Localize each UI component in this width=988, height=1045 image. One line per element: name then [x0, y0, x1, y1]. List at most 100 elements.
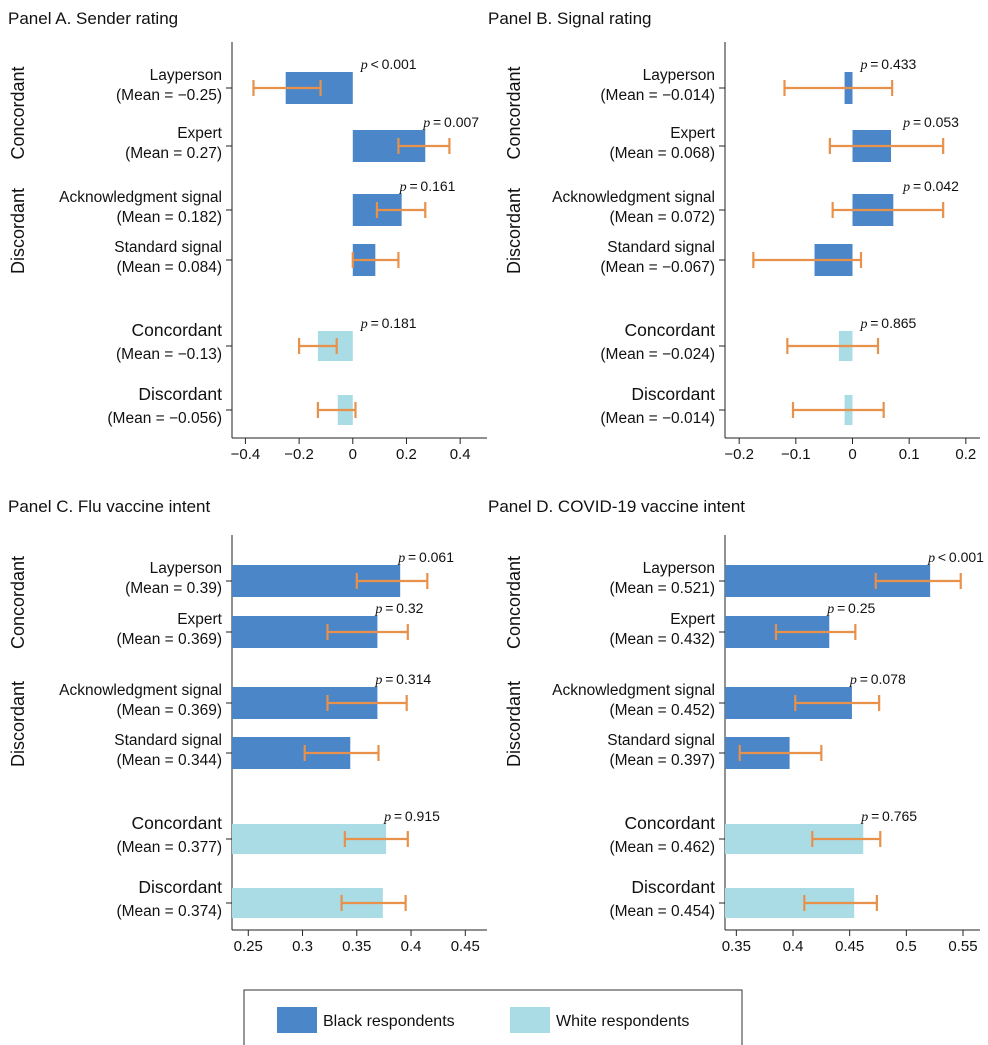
- p-value-label: p = 0.181: [360, 315, 417, 332]
- error-bar: [794, 695, 881, 711]
- panel-d: Panel D. COVID-19 vaccine intent Concorda…: [488, 497, 984, 955]
- row-label: Acknowledgment signal: [59, 682, 222, 699]
- row-mean-label: (Mean = −0.067): [600, 259, 715, 276]
- legend-label-black: Black respondents: [323, 1013, 455, 1030]
- legend: Black respondents White respondents: [243, 989, 743, 1045]
- group-label-concordant: Concordant: [504, 66, 524, 159]
- row-label: Expert: [177, 125, 222, 142]
- row-label: Layperson: [150, 560, 222, 577]
- row-mean-label: (Mean = −0.014): [600, 87, 715, 104]
- error-bar: [791, 402, 885, 418]
- panel-title: Panel D. COVID-19 vaccine intent: [488, 497, 745, 516]
- row-mean-label: (Mean = 0.068): [609, 145, 715, 162]
- error-bar: [303, 745, 380, 761]
- panel-title: Panel C. Flu vaccine intent: [8, 497, 210, 516]
- row-mean-label: (Mean = −0.25): [116, 87, 222, 104]
- p-value-label: p = 0.078: [849, 671, 906, 688]
- row-label: Layperson: [643, 560, 715, 577]
- error-bar: [786, 338, 880, 354]
- row-label: Standard signal: [607, 239, 715, 256]
- x-tick-label: 0.4: [783, 938, 804, 955]
- error-bar: [355, 573, 429, 589]
- panel-title: Panel A. Sender rating: [8, 9, 178, 28]
- x-tick-label: 0.3: [292, 938, 313, 955]
- row-mean-label: (Mean = 0.432): [609, 631, 715, 648]
- panel-a: Panel A. Sender rating Concordant Discorda…: [8, 9, 487, 463]
- p-value-label: p = 0.161: [399, 178, 456, 195]
- row-mean-label: (Mean = 0.374): [116, 903, 222, 920]
- x-tick-label: 0.2: [396, 446, 417, 463]
- error-bar: [828, 138, 945, 154]
- x-tick-label: 0.4: [450, 446, 471, 463]
- row-mean-label: (Mean = 0.377): [116, 839, 222, 856]
- x-tick-label: −0.2: [284, 446, 314, 463]
- row-label: Acknowledgment signal: [59, 189, 222, 206]
- p-value-label: p = 0.915: [383, 808, 440, 825]
- error-bar: [326, 695, 408, 711]
- error-bar: [752, 252, 863, 268]
- x-tick-label: −0.1: [781, 446, 811, 463]
- p-value-label: p = 0.007: [422, 114, 479, 131]
- p-value-label: p < 0.001: [360, 56, 417, 73]
- row-mean-label: (Mean = 0.072): [609, 209, 715, 226]
- x-tick-label: 0.5: [896, 938, 917, 955]
- group-label-discordant: Discordant: [8, 188, 28, 274]
- row-mean-label: (Mean = 0.39): [125, 580, 222, 597]
- row-mean-label: (Mean = 0.369): [116, 631, 222, 648]
- group-label-discordant: Discordant: [504, 681, 524, 767]
- x-tick-label: 0.1: [899, 446, 920, 463]
- group-label-concordant: Concordant: [8, 556, 28, 649]
- p-value-label: p = 0.25: [826, 600, 875, 617]
- error-bar: [351, 252, 400, 268]
- panel-c: Panel C. Flu vaccine intent Concordant Dis…: [8, 497, 487, 955]
- row-label: Discordant: [631, 384, 715, 404]
- x-tick-label: 0.4: [401, 938, 422, 955]
- error-bar: [774, 624, 857, 640]
- legend-swatch-black: [277, 1007, 317, 1033]
- error-bar: [783, 80, 894, 96]
- legend-swatch-white: [510, 1007, 550, 1033]
- error-bar: [298, 338, 338, 354]
- x-tick-label: 0.45: [451, 938, 480, 955]
- legend-label-white: White respondents: [556, 1013, 689, 1030]
- error-bar: [340, 895, 407, 911]
- x-tick-label: 0: [848, 446, 856, 463]
- group-label-discordant: Discordant: [8, 681, 28, 767]
- p-value-label: p = 0.765: [860, 808, 917, 825]
- panel-title: Panel B. Signal rating: [488, 9, 652, 28]
- error-bar: [326, 624, 409, 640]
- x-tick-label: 0.35: [342, 938, 371, 955]
- error-bar: [375, 202, 427, 218]
- row-label: Concordant: [132, 320, 223, 340]
- p-value-label: p = 0.433: [860, 56, 917, 73]
- row-mean-label: (Mean = 0.452): [609, 702, 715, 719]
- row-mean-label: (Mean = 0.084): [116, 259, 222, 276]
- row-label: Acknowledgment signal: [552, 189, 715, 206]
- x-tick-label: −0.4: [231, 446, 261, 463]
- x-tick-label: 0: [349, 446, 357, 463]
- error-bar: [811, 831, 882, 847]
- row-mean-label: (Mean = 0.369): [116, 702, 222, 719]
- row-label: Standard signal: [114, 732, 222, 749]
- row-label: Expert: [670, 611, 715, 628]
- row-mean-label: (Mean = −0.056): [107, 410, 222, 427]
- p-value-label: p = 0.061: [397, 549, 454, 566]
- p-value-label: p = 0.314: [374, 671, 431, 688]
- p-value-label: p = 0.053: [902, 114, 959, 131]
- p-value-label: p = 0.32: [374, 600, 423, 617]
- row-label: Discordant: [138, 384, 222, 404]
- error-bar: [738, 745, 823, 761]
- row-label: Concordant: [625, 813, 716, 833]
- row-label: Discordant: [138, 877, 222, 897]
- x-tick-label: 0.55: [948, 938, 977, 955]
- row-mean-label: (Mean = 0.182): [116, 209, 222, 226]
- row-mean-label: (Mean = 0.344): [116, 752, 222, 769]
- x-tick-label: 0.35: [722, 938, 751, 955]
- error-bar: [252, 80, 322, 96]
- p-value-label: p < 0.001: [927, 549, 984, 566]
- group-label-discordant: Discordant: [504, 188, 524, 274]
- row-label: Expert: [177, 611, 222, 628]
- row-mean-label: (Mean = 0.462): [609, 839, 715, 856]
- row-mean-label: (Mean = −0.13): [116, 346, 222, 363]
